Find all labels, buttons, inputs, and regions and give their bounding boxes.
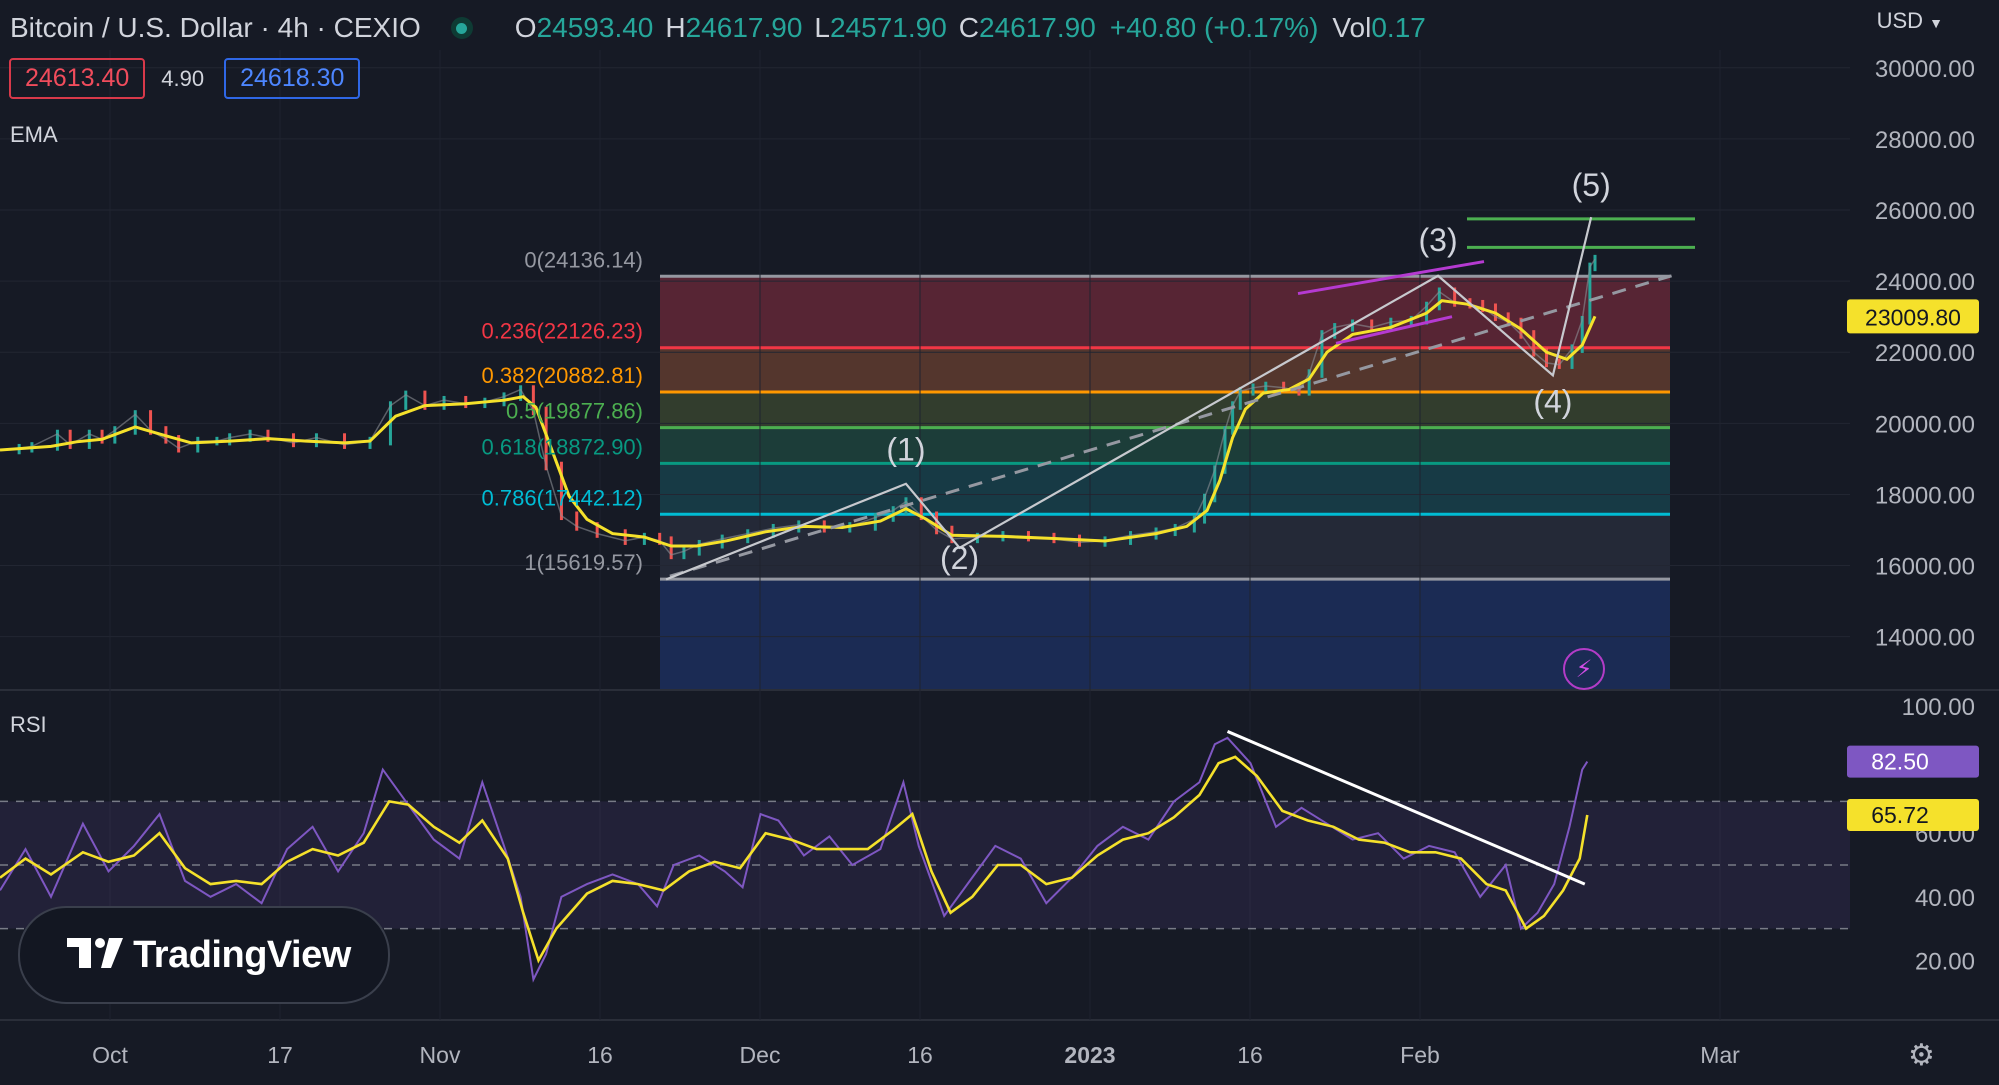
price-tick-label: 24000.00: [1875, 269, 1975, 296]
open-value: 24593.40: [536, 12, 654, 43]
close-value: 24617.90: [979, 12, 1096, 43]
fib-level-label: 0.236(22126.23): [482, 319, 643, 344]
rsi-tick-label: 100.00: [1902, 694, 1975, 721]
open-label: O: [514, 12, 537, 43]
sell-price-button[interactable]: 24613.40: [9, 58, 146, 99]
channel-upper: [1297, 260, 1485, 296]
symbol-header: Bitcoin / U.S. Dollar · 4h · CEXIO O 2459…: [10, 8, 1426, 48]
fib-level-label: 1(15619.57): [524, 550, 643, 575]
elliott-wave-label: (2): [940, 540, 979, 576]
time-tick-label: Dec: [740, 1042, 781, 1068]
volume-label: Vol: [1332, 12, 1372, 43]
channel-lower: [1335, 315, 1453, 345]
buy-price-button[interactable]: 24618.30: [224, 58, 361, 99]
last-price-tag: [1847, 299, 1979, 334]
elliott-wave-label: (5): [1572, 167, 1611, 203]
rsi-tick-label: 20.00: [1915, 948, 1975, 975]
elliott-wave-label: (3): [1418, 222, 1457, 258]
dashed-trendline: [669, 274, 1672, 578]
fib-level-label: 0.786(17442.12): [482, 485, 643, 510]
low-value: 24571.90: [829, 12, 947, 43]
time-tick-label: 16: [1237, 1042, 1263, 1068]
rsi-line: [0, 736, 1589, 983]
fib-zone: [660, 347, 1670, 392]
time-tick-label: 2023: [1064, 1042, 1115, 1068]
symbol-title[interactable]: Bitcoin / U.S. Dollar · 4h · CEXIO: [10, 12, 421, 43]
spread-value: 4.90: [161, 65, 205, 91]
gear-icon[interactable]: ⚙: [1908, 1039, 1935, 1072]
fib-level-label: 0(24136.14): [524, 247, 643, 272]
ema-line: [0, 299, 1597, 548]
elliott-wave-label: (1): [886, 432, 925, 468]
currency-label: USD: [1876, 8, 1924, 33]
tradingview-wordmark: TradingView: [133, 933, 351, 976]
fib-level-label: 0.5(19877.86): [506, 399, 643, 424]
time-tick-label: 16: [587, 1042, 613, 1068]
fib-zone: [660, 514, 1670, 580]
rsi-value: 82.50: [1871, 749, 1929, 775]
high-value: 24617.90: [685, 12, 803, 43]
tradingview-logo[interactable]: TradingView: [18, 906, 390, 1004]
quote-panel: 24613.40 4.90 24618.30: [9, 58, 361, 99]
time-tick-label: Feb: [1400, 1042, 1440, 1068]
fib-zone: [660, 463, 1670, 515]
rsi-value-tag: [1847, 745, 1979, 778]
low-label: L: [814, 12, 830, 43]
rsi-tick-label: 40.00: [1915, 885, 1975, 912]
volume-value: 0.17: [1371, 12, 1426, 43]
chevron-down-icon: ▼: [1929, 15, 1943, 31]
rsi-signal-value: 65.72: [1871, 802, 1929, 828]
high-label: H: [665, 12, 686, 43]
elliott-wave-path: [665, 216, 1593, 581]
price-tick-label: 28000.00: [1875, 127, 1975, 154]
fib-level-label: 0.618(18872.90): [482, 434, 643, 459]
price-tick-label: 30000.00: [1875, 56, 1975, 83]
fib-zone: [660, 391, 1670, 428]
price-tick-label: 26000.00: [1875, 198, 1975, 225]
rsi-trendline: [1226, 730, 1586, 886]
fib-zone: [660, 276, 1670, 348]
price-tick-label: 20000.00: [1875, 411, 1975, 438]
time-tick-label: Nov: [420, 1042, 461, 1068]
tradingview-mark-icon: [67, 933, 124, 977]
change-value: +40.80 (+0.17%): [1109, 12, 1319, 43]
time-tick-label: Mar: [1700, 1042, 1740, 1068]
price-tick-label: 16000.00: [1875, 554, 1975, 581]
fib-level-label: 0.382(20882.81): [482, 363, 643, 388]
rsi-signal-line: [0, 755, 1589, 964]
price-tick-label: 22000.00: [1875, 340, 1975, 367]
fib-zone: [660, 427, 1670, 464]
price-tick-label: 18000.00: [1875, 482, 1975, 509]
lightning-icon[interactable]: ⚡: [1563, 648, 1605, 690]
ema-indicator-label[interactable]: EMA: [10, 122, 58, 147]
rsi-indicator-label[interactable]: RSI: [10, 712, 47, 737]
price-tick-label: 14000.00: [1875, 625, 1975, 652]
time-tick-label: 17: [267, 1042, 293, 1068]
currency-selector[interactable]: USD ▼: [1877, 8, 1943, 34]
time-tick-label: 16: [907, 1042, 933, 1068]
elliott-wave-label: (4): [1533, 384, 1572, 420]
market-status-icon: [450, 17, 473, 39]
rsi-signal-tag: [1847, 799, 1979, 832]
close-label: C: [958, 12, 980, 43]
fib-extension-zone: [660, 579, 1670, 690]
time-tick-label: Oct: [92, 1042, 128, 1068]
last-price-value: 23009.80: [1865, 304, 1961, 330]
